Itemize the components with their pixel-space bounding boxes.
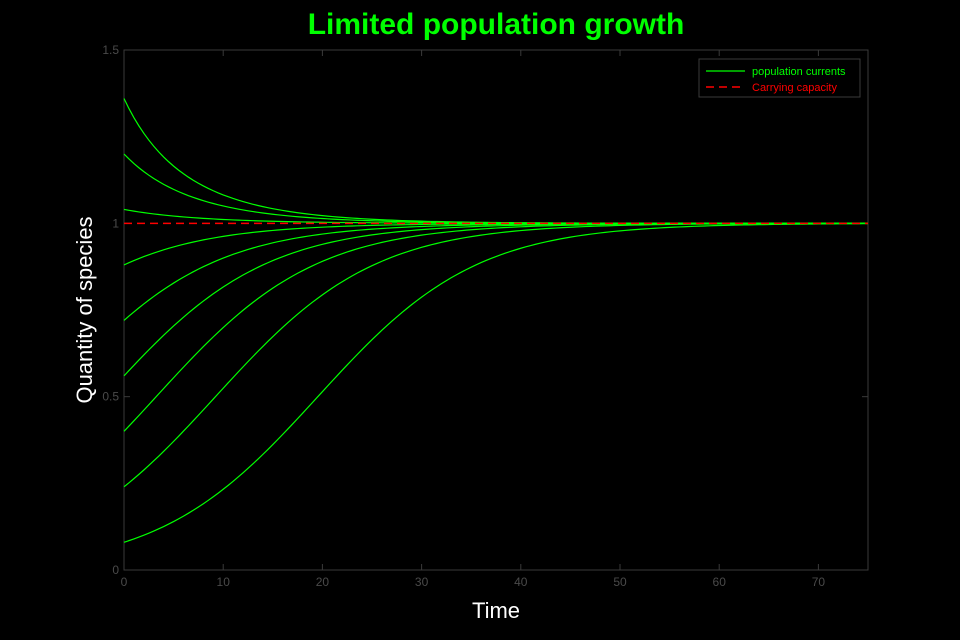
chart-title: Limited population growth bbox=[308, 8, 685, 41]
y-tick-label: 0.5 bbox=[102, 390, 119, 404]
legend-label-population: population currents bbox=[752, 66, 846, 78]
y-tick-label: 1 bbox=[112, 216, 119, 230]
x-tick-label: 40 bbox=[514, 575, 528, 589]
population-curve-2 bbox=[123, 153, 868, 224]
x-tick-label: 50 bbox=[613, 575, 627, 589]
x-tick-label: 70 bbox=[812, 575, 826, 589]
y-axis: 0 0.5 1 1.5 bbox=[102, 43, 868, 577]
population-curve-3 bbox=[123, 208, 868, 224]
x-axis: 0 10 20 30 40 50 60 70 bbox=[121, 50, 826, 589]
population-curve-1 bbox=[123, 98, 868, 224]
population-curve-5 bbox=[123, 222, 869, 321]
population-curve-8 bbox=[123, 222, 868, 488]
y-axis-label: Quantity of species bbox=[72, 216, 97, 403]
x-tick-label: 10 bbox=[217, 575, 231, 589]
x-tick-label: 20 bbox=[316, 575, 330, 589]
population-curve-4 bbox=[123, 222, 868, 266]
y-tick-label: 0 bbox=[112, 563, 119, 577]
population-curve-9 bbox=[123, 223, 869, 543]
population-curve-6 bbox=[123, 222, 868, 377]
x-tick-label: 60 bbox=[713, 575, 727, 589]
legend-label-capacity: Carrying capacity bbox=[752, 82, 837, 94]
x-tick-label: 0 bbox=[121, 575, 128, 589]
y-tick-label: 1.5 bbox=[102, 43, 119, 57]
plot-area bbox=[123, 49, 869, 571]
legend: population currents Carrying capacity bbox=[698, 58, 861, 98]
x-tick-label: 30 bbox=[415, 575, 429, 589]
population-curves bbox=[123, 98, 869, 543]
population-curve-7 bbox=[123, 222, 868, 432]
legend-box bbox=[698, 58, 861, 98]
x-axis-label: Time bbox=[472, 598, 520, 623]
